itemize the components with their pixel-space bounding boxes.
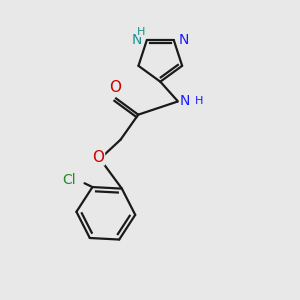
Text: Cl: Cl [63, 173, 76, 187]
Text: N: N [179, 94, 190, 108]
Text: N: N [178, 33, 189, 47]
Text: N: N [132, 33, 142, 47]
Text: O: O [109, 80, 121, 95]
Text: H: H [195, 96, 203, 106]
Text: H: H [137, 27, 146, 37]
Text: O: O [92, 150, 104, 165]
